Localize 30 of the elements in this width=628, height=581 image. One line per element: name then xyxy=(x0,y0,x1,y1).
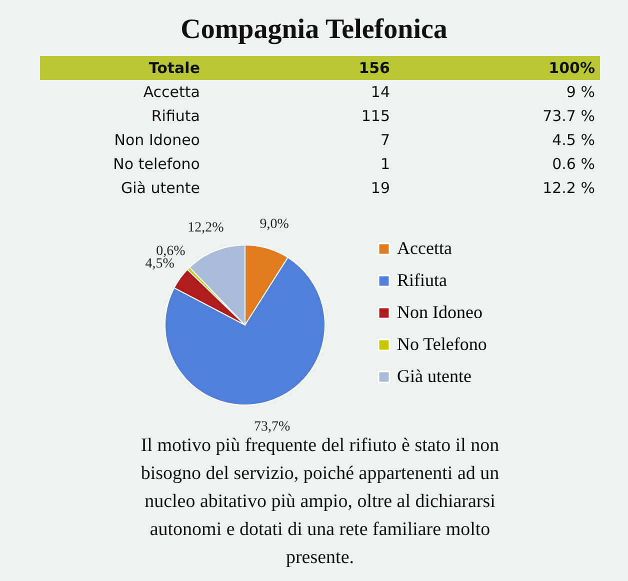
text: 9 % xyxy=(566,83,595,101)
chart-title: Compagnia Telefonica xyxy=(180,14,448,45)
text: 73.7 % xyxy=(542,107,595,125)
data-label: 73,7% xyxy=(254,419,290,434)
legend-label: Già utente xyxy=(397,366,472,386)
text: 7 xyxy=(380,131,390,149)
text: 19 xyxy=(370,179,390,197)
text: 100% xyxy=(548,59,595,77)
data-label: 9,0% xyxy=(260,217,290,232)
text: Rifiuta xyxy=(151,107,200,125)
text: 4.5 % xyxy=(552,131,595,149)
text: Accetta xyxy=(143,83,200,101)
text: 12.2 % xyxy=(542,179,595,197)
text: 0.6 % xyxy=(552,155,595,173)
data-label: 0,6% xyxy=(156,244,186,259)
data-label: 12,2% xyxy=(188,220,224,236)
legend-label: Rifiuta xyxy=(397,270,448,290)
text: 14 xyxy=(370,83,390,101)
text: Totale xyxy=(148,59,200,77)
data-label: 4,5% xyxy=(145,256,175,272)
legend-label: Accetta xyxy=(397,238,452,258)
text: No telefono xyxy=(113,155,200,173)
text: Già utente xyxy=(121,179,200,197)
text: 1 xyxy=(380,155,390,173)
text: Il motivo più frequente del rifiuto è stato il non bisogno del servizio, poiché appartenenti ad un nucleo abitativo più ampio, oltre al dichiararsi autonomi e dotati di una rete familiare molto presente. xyxy=(140,435,500,568)
text: Non Idoneo xyxy=(114,131,200,149)
legend-label: Non Idoneo xyxy=(397,302,482,322)
text: 156 xyxy=(358,59,390,77)
legend-label: No Telefono xyxy=(397,334,487,354)
text: 115 xyxy=(361,107,390,125)
